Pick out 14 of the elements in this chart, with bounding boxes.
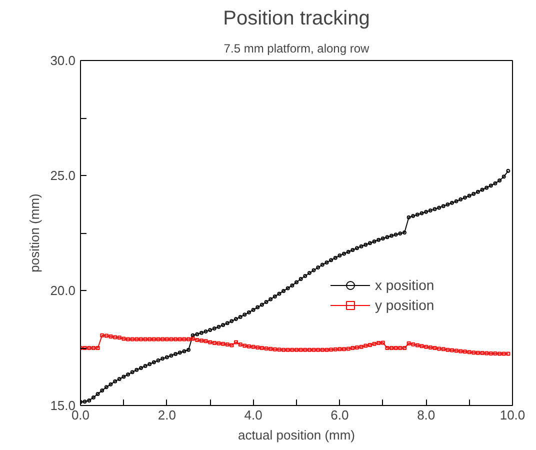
x-axis-title: actual position (mm) bbox=[238, 428, 356, 442]
x-tick-label: 8.0 bbox=[417, 408, 436, 422]
x-tick-label: 2.0 bbox=[158, 408, 176, 422]
x-tick-label: 6.0 bbox=[330, 408, 349, 422]
chart-title: Position tracking bbox=[223, 8, 370, 30]
y-tick-label: 20.0 bbox=[50, 283, 76, 298]
x-tick-label: 10.0 bbox=[500, 408, 526, 422]
y-tick-label: 25.0 bbox=[50, 168, 76, 183]
y-tick-label: 30.0 bbox=[50, 53, 76, 68]
legend-label: x position bbox=[375, 277, 434, 293]
y-axis-title: position (mm) bbox=[27, 194, 42, 272]
chart-subtitle: 7.5 mm platform, along row bbox=[224, 42, 370, 56]
legend-label: y position bbox=[375, 297, 434, 313]
x-tick-label: 4.0 bbox=[244, 408, 262, 422]
